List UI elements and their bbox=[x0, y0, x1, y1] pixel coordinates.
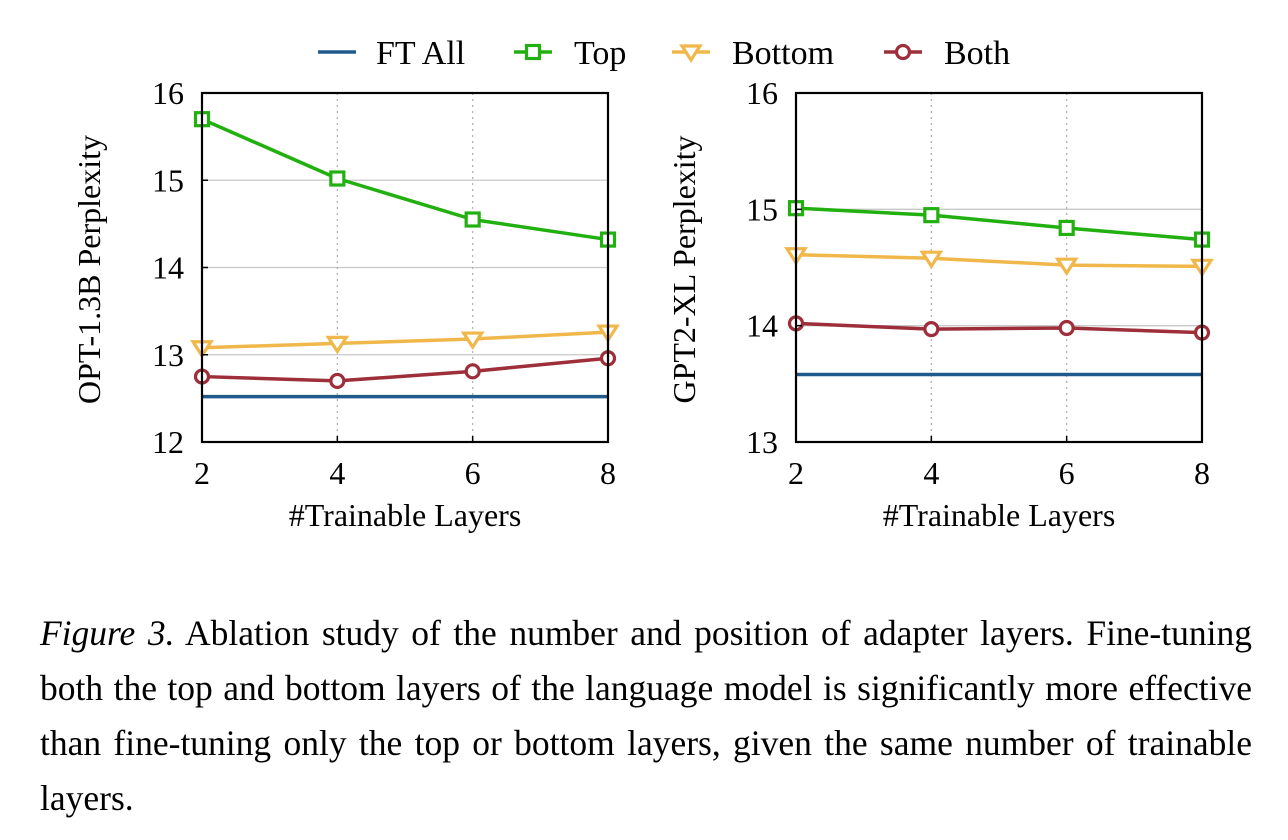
x-axis-label: #Trainable Layers bbox=[289, 497, 522, 533]
y-axis-label: GPT2-XL Perplexity bbox=[666, 135, 702, 403]
series-line-bottom bbox=[201, 330, 609, 350]
y-tick-label: 12 bbox=[152, 424, 184, 460]
data-point-both bbox=[923, 321, 940, 338]
legend-item-both: Both bbox=[884, 35, 1010, 72]
x-tick-label: 2 bbox=[788, 455, 804, 491]
series-bottom bbox=[784, 247, 1214, 278]
y-tick-label: 16 bbox=[152, 75, 184, 111]
legend-marker-bottom bbox=[679, 44, 703, 63]
legend-label-bottom: Bottom bbox=[732, 35, 834, 72]
x-tick-label: 8 bbox=[600, 455, 616, 491]
y-tick-label: 15 bbox=[152, 162, 184, 198]
caption-text: Ablation study of the number and positio… bbox=[40, 613, 1252, 818]
caption-label: Figure 3. bbox=[40, 613, 175, 653]
y-axis-label: OPT-1.3B Perplexity bbox=[71, 135, 107, 404]
data-point-both bbox=[1058, 319, 1075, 337]
data-point-top bbox=[923, 207, 940, 224]
figure-charts: FT All Top Bottom Both 2 4 6 8 12 13 14 15 16 #Train… bbox=[71, 35, 1214, 533]
x-tick-label: 2 bbox=[194, 455, 210, 491]
x-axis-label: #Trainable Layers bbox=[883, 497, 1116, 533]
series-both bbox=[787, 315, 1211, 341]
x-tick-label: 4 bbox=[923, 455, 939, 491]
data-point-bottom bbox=[1054, 257, 1079, 277]
y-tick-label: 13 bbox=[152, 337, 184, 373]
plot-frame bbox=[794, 91, 1204, 444]
data-point-bottom bbox=[460, 331, 485, 351]
legend-marker-top bbox=[524, 43, 542, 61]
legend-item-ft-all: FT All bbox=[318, 35, 465, 72]
series-line-both bbox=[201, 356, 609, 383]
tick-labels: 2 4 6 8 12 13 14 15 16 bbox=[152, 75, 616, 491]
series-bottom bbox=[190, 324, 620, 359]
series-both bbox=[193, 350, 617, 390]
legend-label-both: Both bbox=[944, 35, 1010, 72]
series-line-top bbox=[795, 206, 1203, 242]
y-tick-label: 13 bbox=[746, 424, 778, 460]
data-point-top bbox=[329, 170, 346, 187]
chart-panel-gpt2: 2 4 6 8 13 14 15 16 #Trainable Layers GPT2-XL Per… bbox=[666, 75, 1214, 533]
chart-panel-opt: 2 4 6 8 12 13 14 15 16 #Trainable Layers OPT-1.3B … bbox=[71, 75, 620, 533]
y-tick-label: 16 bbox=[746, 75, 778, 111]
x-tick-label: 8 bbox=[1194, 455, 1210, 491]
legend-item-bottom: Bottom bbox=[672, 35, 834, 72]
figure-caption: Figure 3. Ablation study of the number a… bbox=[40, 606, 1252, 826]
series-line-top bbox=[201, 117, 609, 242]
data-point-bottom bbox=[919, 250, 944, 270]
x-tick-label: 6 bbox=[1059, 455, 1075, 491]
tick-labels: 2 4 6 8 13 14 15 16 bbox=[746, 75, 1210, 491]
gridlines bbox=[202, 93, 608, 442]
legend-label-ft-all: FT All bbox=[376, 35, 465, 72]
series-line-bottom bbox=[795, 252, 1203, 269]
legend: FT All Top Bottom Both bbox=[318, 35, 1010, 72]
legend-item-top: Top bbox=[514, 35, 626, 72]
y-tick-label: 15 bbox=[746, 191, 778, 227]
data-point-both bbox=[329, 372, 346, 390]
legend-label-top: Top bbox=[574, 35, 626, 72]
y-tick-label: 14 bbox=[746, 308, 778, 344]
series-top bbox=[193, 111, 617, 248]
data-point-both bbox=[464, 363, 481, 380]
legend-marker-both bbox=[894, 43, 912, 61]
data-point-top bbox=[464, 211, 481, 228]
x-tick-label: 6 bbox=[465, 455, 481, 491]
data-point-bottom bbox=[325, 335, 350, 355]
series-line-both bbox=[795, 321, 1203, 335]
data-point-top bbox=[1058, 219, 1075, 237]
x-tick-label: 4 bbox=[329, 455, 345, 491]
series-top bbox=[787, 200, 1211, 248]
y-tick-label: 14 bbox=[152, 250, 184, 286]
